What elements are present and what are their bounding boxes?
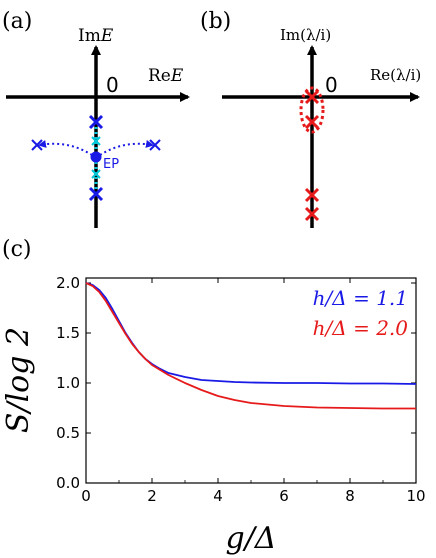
y-tick-label: 1.0 [56,374,80,392]
series-line-1 [85,282,416,410]
panel-b-highlight-ellipse [299,86,325,134]
panel-a-left-endpoint [31,139,43,151]
panel-c-label: (c) [2,237,32,262]
panel-a-left-branch [38,140,93,156]
panel-c: (c) 0 2 4 6 8 100.00.51.01.52.0 h/Δ = 1.1h/Δ … [1,237,426,556]
panel-a-origin: 0 [106,73,119,97]
y-tick-label: 0.5 [56,424,80,442]
panel-b-eigenvalue-1 [304,89,320,105]
panel-b-eigenvalue-2 [304,114,320,130]
x-tick-label: 0 [81,487,91,505]
panel-a-label: (a) [2,9,32,34]
panel-b-label: (b) [200,9,231,34]
x-tick-label: 6 [279,487,289,505]
panel-a-right-endpoint [149,139,161,151]
y-tick-label: 1.5 [56,324,80,342]
y-tick-label: 2.0 [56,274,80,292]
x-tick-label: 4 [213,487,223,505]
panel-b-origin: 0 [325,73,338,97]
legend-entry-1: h/Δ = 2.0 [313,316,409,340]
panel-a-ylabel: ImE [78,26,114,46]
y-tick-label: 0.0 [56,474,80,492]
panel-b-xlabel: Re(λ/i) [370,66,421,84]
x-tick-label: 10 [406,487,425,505]
panel-a-cyan-marker-lower [91,169,101,179]
panel-a-ep-label: EP [103,157,119,172]
x-axis-label: g/Δ [226,521,277,556]
panel-b-ylabel: Im(λ/i) [280,26,331,44]
panel-a-eigenvalue-upper [88,114,104,130]
panel-b-eigenvalue-4 [304,206,320,222]
tick-layer: 0 2 4 6 8 10 0.0 0.5 1.0 1.5 2.0 [56,274,425,505]
panel-a: (a) ImE ReE 0 EP [2,9,190,228]
panel-a-cyan-marker-upper [91,136,101,146]
x-tick-label: 2 [147,487,157,505]
legend-entry-0: h/Δ = 1.1 [313,286,408,310]
panel-a-eigenvalue-lower [88,186,104,202]
panel-b-eigenvalue-3 [304,187,320,203]
panel-a-exceptional-point [90,151,102,163]
panel-b: (b) Im(λ/i) Re(λ/i) 0 [200,9,421,228]
legend: h/Δ = 1.1 h/Δ = 2.0 [313,286,409,340]
panel-a-xlabel: ReE [148,66,184,86]
series-layer [85,282,417,410]
panel-a-right-branch [99,140,154,156]
x-tick-label: 8 [345,487,355,505]
y-axis-label: S/log 2 [1,327,36,433]
